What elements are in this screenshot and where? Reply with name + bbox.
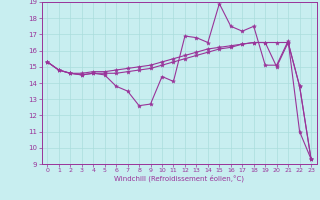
X-axis label: Windchill (Refroidissement éolien,°C): Windchill (Refroidissement éolien,°C) <box>114 175 244 182</box>
